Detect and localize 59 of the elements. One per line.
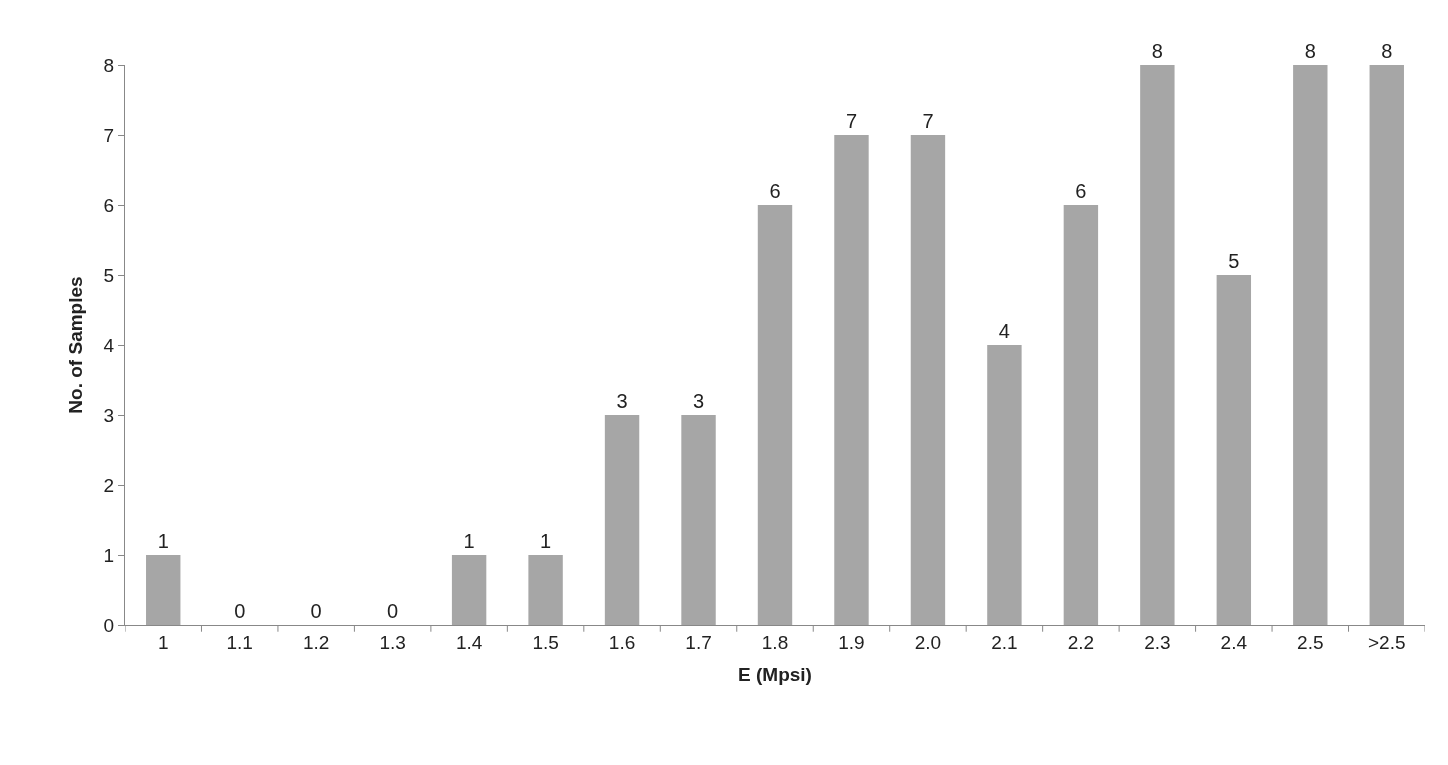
data-label: 6: [769, 180, 781, 202]
x-tick-label: 1.2: [302, 631, 330, 653]
y-axis-title: No. of Samples: [65, 276, 87, 414]
y-tick-label: 0: [103, 614, 115, 636]
bar: [1369, 65, 1404, 625]
bar: [1063, 205, 1099, 625]
data-label: 0: [310, 600, 322, 622]
data-label: 1: [463, 530, 475, 552]
bar: [1140, 65, 1175, 625]
data-label: 7: [922, 110, 934, 132]
bar: [681, 415, 716, 625]
x-tick-label: 2.4: [1220, 631, 1248, 653]
x-tick-label: 1.8: [761, 631, 789, 653]
y-tick-label: 8: [103, 54, 115, 76]
data-label: 6: [1075, 180, 1087, 202]
bar: [528, 555, 563, 625]
bar: [146, 555, 181, 625]
y-tick-label: 4: [103, 334, 115, 356]
y-tick-label: 1: [103, 544, 115, 566]
y-tick-label: 3: [103, 404, 115, 426]
data-label: 7: [845, 110, 858, 132]
bar: [910, 135, 946, 625]
x-tick-label: 1.9: [838, 631, 865, 653]
x-axis-title: E (Mpsi): [738, 663, 812, 685]
x-tick-label: 1.6: [608, 631, 636, 653]
data-label: 5: [1228, 250, 1240, 272]
y-tick-label: 7: [103, 124, 115, 146]
x-tick-label: 1.5: [532, 631, 559, 653]
y-tick-label: 5: [103, 264, 115, 286]
x-tick-label: 1.4: [455, 631, 483, 653]
x-tick-label: 1: [157, 631, 169, 653]
bar: [1293, 65, 1328, 625]
x-tick-label: 2.2: [1067, 631, 1095, 653]
x-tick-label: 1.1: [226, 631, 253, 653]
data-label: 0: [387, 600, 399, 622]
bar: [834, 135, 869, 625]
y-tick-label: 2: [103, 474, 115, 496]
x-tick-label: 2.1: [991, 631, 1018, 653]
bar: [451, 555, 487, 625]
x-tick-label: 2.0: [914, 631, 942, 653]
data-label: 3: [616, 390, 628, 412]
data-label: 1: [157, 530, 169, 552]
x-tick-label: 2.3: [1144, 631, 1171, 653]
x-tick-label: 1.7: [685, 631, 712, 653]
x-tick-label: 2.5: [1297, 631, 1324, 653]
data-label: 4: [998, 320, 1010, 342]
data-label: 3: [692, 390, 705, 412]
bar: [757, 205, 793, 625]
data-label: 8: [1304, 40, 1316, 62]
bar: [604, 415, 640, 625]
x-tick-label: 1.3: [379, 631, 406, 653]
bar: [1216, 275, 1252, 625]
bar: [987, 345, 1022, 625]
x-tick-label: >2.5: [1368, 631, 1406, 653]
data-label: 8: [1151, 40, 1163, 62]
data-label: 1: [540, 530, 552, 552]
data-label: 0: [234, 600, 246, 622]
data-label: 8: [1381, 40, 1393, 62]
y-tick-label: 6: [103, 194, 115, 216]
